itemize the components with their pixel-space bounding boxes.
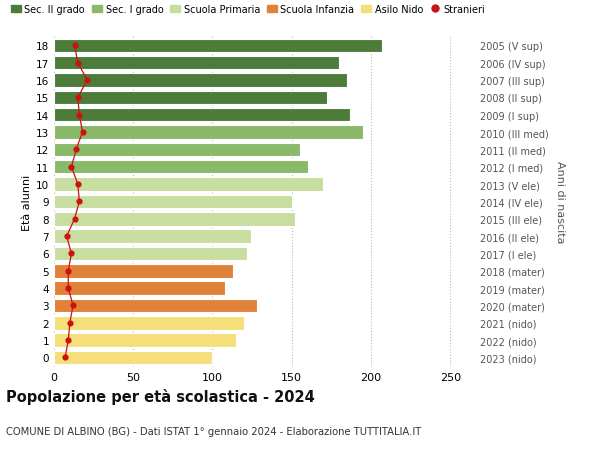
Bar (54, 91, 326, 105)
Bar (54, 195, 292, 209)
Y-axis label: Età alunni: Età alunni (22, 174, 32, 230)
Bar (54, 126, 363, 140)
Bar (54, 264, 233, 278)
Text: COMUNE DI ALBINO (BG) - Dati ISTAT 1° gennaio 2024 - Elaborazione TUTTITALIA.IT: COMUNE DI ALBINO (BG) - Dati ISTAT 1° ge… (6, 426, 421, 436)
Bar (54, 247, 247, 261)
Bar (54, 161, 308, 174)
Legend: Sec. II grado, Sec. I grado, Scuola Primaria, Scuola Infanzia, Asilo Nido, Stran: Sec. II grado, Sec. I grado, Scuola Prim… (11, 5, 485, 15)
Bar (54, 109, 350, 122)
Bar (54, 178, 323, 191)
Text: Popolazione per età scolastica - 2024: Popolazione per età scolastica - 2024 (6, 389, 315, 405)
Bar (54, 316, 244, 330)
Bar (54, 299, 257, 313)
Y-axis label: Anni di nascita: Anni di nascita (555, 161, 565, 243)
Bar (54, 39, 382, 53)
Bar (54, 57, 339, 70)
Bar (54, 334, 236, 347)
Bar (54, 351, 212, 364)
Bar (54, 282, 225, 295)
Bar (54, 143, 299, 157)
Bar (54, 230, 251, 243)
Bar (54, 74, 347, 88)
Bar (54, 213, 295, 226)
